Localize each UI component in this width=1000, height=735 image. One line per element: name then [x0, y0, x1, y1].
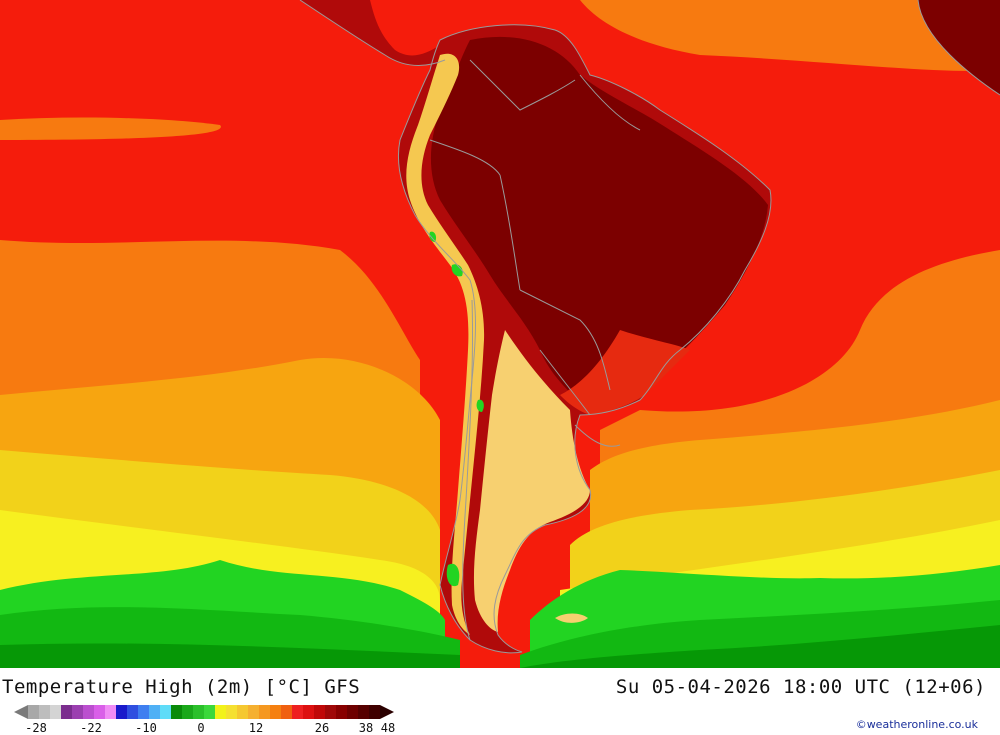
border-uruguay: [574, 424, 621, 447]
legend-swatch: [160, 705, 171, 719]
border-argentina-paraguay: [539, 349, 591, 416]
ocean-orange-north-strip: [0, 117, 221, 140]
legend-swatch: [281, 705, 292, 719]
border-bolivia: [519, 289, 611, 391]
legend-swatch: [303, 705, 314, 719]
legend-tick-label: 12: [248, 721, 264, 735]
border-peru-brazil: [499, 174, 521, 291]
legend-swatch: [193, 705, 204, 719]
legend-swatch: [314, 705, 325, 719]
andes-cold-spot-4: [429, 231, 437, 242]
legend-tick-label: -10: [135, 721, 157, 735]
legend-swatch: [28, 705, 39, 719]
coast-caribbean: [917, 0, 1000, 96]
andes-cold-spot-2: [476, 399, 484, 412]
border-colombia-peru: [429, 139, 501, 176]
falkland-islands: [555, 613, 588, 623]
legend-swatch: [270, 705, 281, 719]
caribbean-land: [918, 0, 1000, 95]
coast-south-america: [397, 24, 772, 654]
andes-cold-spot-1: [451, 264, 463, 277]
legend-swatch: [50, 705, 61, 719]
argentina-warm-plain: [473, 330, 590, 632]
legend-swatch: [138, 705, 149, 719]
legend-swatch: [94, 705, 105, 719]
legend-swatch: [237, 705, 248, 719]
legend-swatch: [149, 705, 160, 719]
legend-swatch: [336, 705, 347, 719]
legend-swatch: [182, 705, 193, 719]
legend-swatch: [248, 705, 259, 719]
border-colombia-venezuela: [469, 59, 576, 111]
legend-tick-label: 38: [358, 721, 374, 735]
legend-swatch: [347, 705, 358, 719]
legend-swatch: [116, 705, 127, 719]
border-guianas: [579, 74, 641, 131]
legend-swatch: [292, 705, 303, 719]
color-legend: [28, 705, 380, 719]
legend-tick-label: -22: [80, 721, 102, 735]
legend-swatch: [226, 705, 237, 719]
legend-swatch: [72, 705, 83, 719]
credit-text: ©weatheronline.co.uk: [855, 718, 978, 731]
legend-swatch: [39, 705, 50, 719]
country-borders: [299, 0, 1000, 654]
central-america-land: [300, 0, 445, 66]
border-argentina-chile: [462, 299, 474, 641]
legend-swatch: [358, 705, 369, 719]
green-dark-band: [0, 643, 460, 668]
legend-swatch: [369, 705, 380, 719]
legend-swatch: [215, 705, 226, 719]
valid-datetime: Su 05-04-2026 18:00 UTC (12+06): [615, 676, 986, 698]
legend-swatch: [61, 705, 72, 719]
footer: Temperature High (2m) [°C] GFS Su 05-04-…: [0, 668, 1000, 735]
legend-swatch: [171, 705, 182, 719]
coast-central-america: [299, 0, 446, 66]
green-dark-band-east: [520, 625, 1000, 668]
andes-cold-spot-3: [446, 563, 460, 587]
legend-tick-label: 26: [314, 721, 330, 735]
legend-tick-label: 48: [380, 721, 396, 735]
legend-swatch: [127, 705, 138, 719]
legend-swatch: [259, 705, 270, 719]
andes-cool-strip: [406, 53, 485, 636]
ocean-orange-ne: [580, 0, 1000, 72]
legend-arrow-left: [14, 705, 28, 719]
map-title: Temperature High (2m) [°C] GFS: [2, 676, 361, 698]
legend-swatch: [204, 705, 215, 719]
legend-swatch: [325, 705, 336, 719]
legend-tick-label: 0: [197, 721, 205, 735]
temperature-map: [0, 0, 1000, 668]
brazil-hot-core: [430, 36, 768, 406]
legend-swatch: [105, 705, 116, 719]
legend-tick-label: -28: [25, 721, 47, 735]
legend-swatch: [83, 705, 94, 719]
southern-brazil-warm: [560, 330, 690, 415]
legend-arrow-right: [380, 705, 394, 719]
